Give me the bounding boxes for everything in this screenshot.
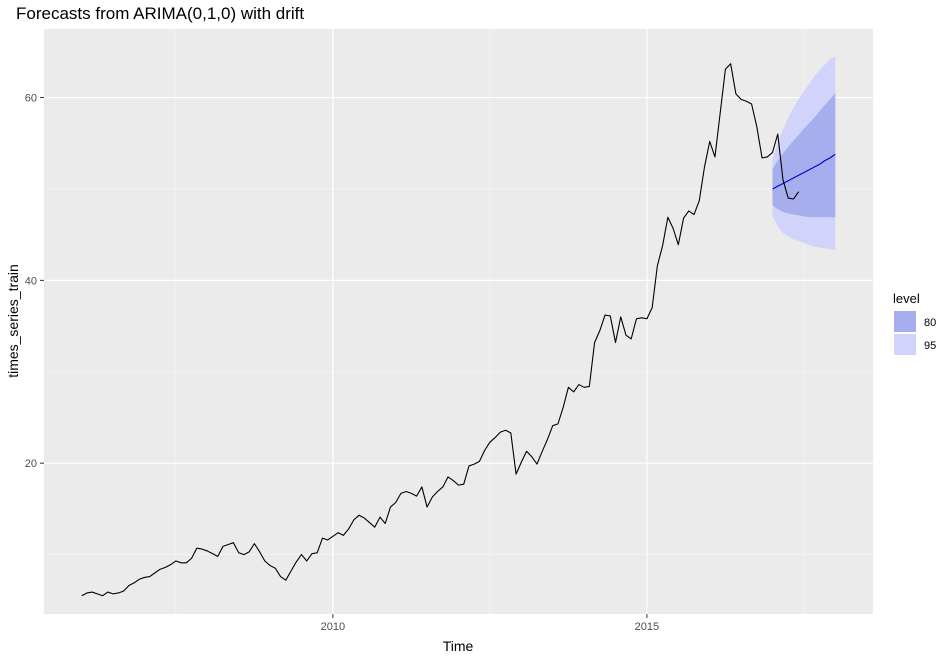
x-tick-label: 2010 (321, 621, 345, 633)
legend-title: level (893, 291, 920, 306)
x-tick-label: 2015 (635, 621, 659, 633)
legend-key-95 (894, 334, 916, 355)
history-line (81, 63, 800, 597)
axis-ticks: 2010 2015 20 40 60 (25, 93, 659, 633)
forecast-line (772, 153, 836, 190)
x-axis-title: Time (443, 638, 474, 654)
y-axis-title: times_series_train (5, 264, 21, 378)
legend-label-95: 95 (924, 340, 936, 352)
chart-title: Forecasts from ARIMA(0,1,0) with drift (16, 4, 304, 23)
legend: level 80 95 (893, 291, 936, 355)
legend-label-80: 80 (924, 317, 936, 329)
legend-key-80 (894, 311, 916, 332)
y-tick-label: 60 (25, 93, 37, 105)
plot-panel (44, 29, 873, 614)
band-80 (772, 92, 836, 218)
y-tick-label: 40 (25, 275, 37, 287)
y-tick-label: 20 (25, 458, 37, 470)
forecast-bands (772, 56, 836, 251)
series-lines (81, 63, 836, 597)
